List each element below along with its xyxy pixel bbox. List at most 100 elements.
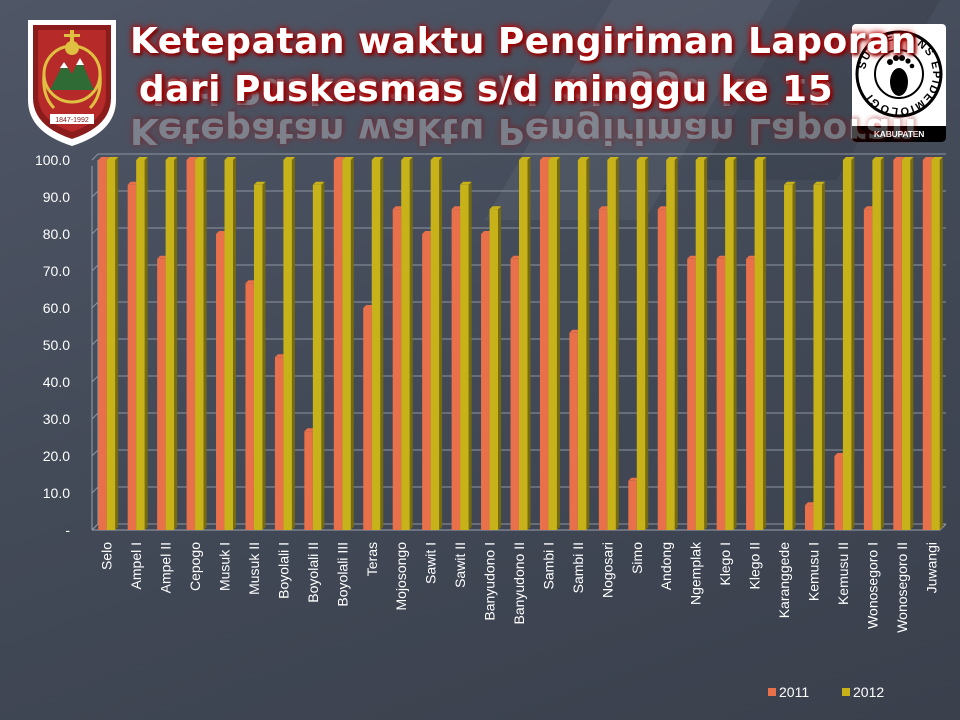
bar-2012-klego-i xyxy=(725,157,737,530)
y-tick-label: 60.0 xyxy=(43,300,70,316)
bar-front xyxy=(539,160,549,530)
bar-2012-wonosegoro-i xyxy=(872,157,884,530)
x-tick-label: Nogosari xyxy=(599,542,615,598)
y-tick-label: 90.0 xyxy=(43,189,70,205)
bar-front xyxy=(451,209,461,530)
bar-top xyxy=(224,157,237,160)
bar-top xyxy=(922,157,935,160)
bar-side xyxy=(468,181,472,531)
x-tick-label: Klego I xyxy=(717,542,733,586)
bar-top xyxy=(165,157,178,160)
bar-front xyxy=(598,209,608,530)
bar-front xyxy=(519,160,528,530)
bar-front xyxy=(371,160,381,530)
bar-front xyxy=(253,184,263,531)
x-tick-label: Kemusu II xyxy=(835,542,851,605)
bar-2012-juwangi xyxy=(931,157,943,530)
y-tick-label: 10.0 xyxy=(43,485,70,501)
bar-front xyxy=(312,184,322,531)
bar-2012-sambi-ii xyxy=(577,157,590,530)
surveilans-epidemiologi-logo: SURVEILANS EPIDEMIOLOGI KABUPATEN BOYOLA… xyxy=(852,24,946,142)
legend: 2011 2012 xyxy=(768,684,884,700)
bar-front xyxy=(510,258,519,530)
bar-2012-sawit-ii xyxy=(460,181,472,531)
bar-top xyxy=(577,157,590,160)
bar-side xyxy=(291,157,295,530)
bar-top xyxy=(872,157,884,160)
title-line-1: Ketepatan waktu Pengiriman Laporan xyxy=(130,21,917,62)
bar-front xyxy=(157,258,166,530)
x-tick-label: Banyudono I xyxy=(482,542,498,621)
bar-front xyxy=(127,184,137,531)
bar-front xyxy=(577,160,587,530)
bar-front xyxy=(283,160,292,530)
bar-2012-boyolali-iii xyxy=(342,157,354,530)
bar-top xyxy=(666,157,678,160)
bar-front xyxy=(569,332,578,530)
gridline-depth xyxy=(91,486,99,494)
bar-front xyxy=(106,160,116,530)
x-tick-label: Mojosongo xyxy=(393,542,409,611)
bar-side xyxy=(203,157,207,530)
bar-2012-musuk-i xyxy=(224,157,237,530)
bar-top xyxy=(136,157,148,160)
bar-side xyxy=(586,157,590,530)
bar-front xyxy=(186,160,196,530)
bar-front xyxy=(931,160,940,530)
x-tick-label: Sambi II xyxy=(570,542,586,593)
bar-front xyxy=(628,480,637,530)
bar-top xyxy=(901,157,914,160)
bar-2012-andong xyxy=(666,157,678,530)
title-line-2: dari Puskesmas s/d minggu ke 15 xyxy=(138,69,834,110)
bar-side xyxy=(645,157,649,530)
bar-top xyxy=(430,157,443,160)
legend-label-2012: 2012 xyxy=(853,684,884,700)
bar-top xyxy=(253,181,266,185)
bar-side xyxy=(439,157,443,530)
x-tick-label: Wonosegoro I xyxy=(864,542,880,629)
bar-front xyxy=(666,160,675,530)
gridline-depth xyxy=(91,227,99,235)
bar-front xyxy=(333,160,343,530)
gridline-depth xyxy=(91,301,99,309)
bar-side xyxy=(498,206,502,530)
x-tick-label: Banyudono II xyxy=(511,542,527,625)
bar-2012-wonosegoro-ii xyxy=(901,157,914,530)
bar-front xyxy=(489,209,499,530)
logo-caption: KABUPATEN BOYOLALI xyxy=(852,126,946,142)
bar-front xyxy=(842,160,852,530)
y-tick-label: 20.0 xyxy=(43,448,70,464)
bar-top xyxy=(106,157,119,160)
bar-2012-nogosari xyxy=(607,157,619,530)
bar-front xyxy=(716,258,726,530)
x-tick-label: Simo xyxy=(629,542,645,574)
x-tick-label: Musuk II xyxy=(246,542,262,595)
bar-front xyxy=(245,283,254,530)
bar-top xyxy=(312,181,325,185)
bar-front xyxy=(460,184,469,531)
bar-top xyxy=(725,157,737,160)
bar-top xyxy=(636,157,649,160)
gridline-depth xyxy=(91,264,99,272)
bar-front xyxy=(98,160,107,530)
bar-2012-teras xyxy=(371,157,384,530)
bar-front xyxy=(422,234,431,530)
bar-top xyxy=(186,157,199,160)
bar-top xyxy=(695,157,708,160)
bar-top xyxy=(893,157,905,160)
bar-front xyxy=(342,160,351,530)
bar-front xyxy=(392,209,402,530)
bar-front xyxy=(922,160,932,530)
gridline-depth xyxy=(91,523,99,531)
bar-side xyxy=(821,181,825,531)
bar-2012-banyudono-i xyxy=(489,206,502,530)
bar-top xyxy=(842,157,855,160)
x-tick-label: Ampel I xyxy=(128,542,144,589)
bar-2012-selo xyxy=(106,157,119,530)
bar-front xyxy=(893,160,902,530)
x-tick-label: Musuk I xyxy=(217,542,233,591)
bar-2012-kemusu-i xyxy=(813,181,825,531)
bar-side xyxy=(792,181,796,531)
bar-2012-musuk-ii xyxy=(253,181,266,531)
bar-front xyxy=(834,456,843,530)
